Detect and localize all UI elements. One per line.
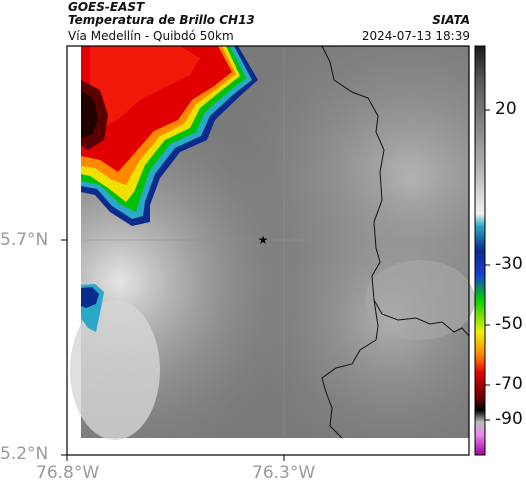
cold-cloud-top [81, 46, 258, 226]
lon-tick-label: 76.8°W [36, 463, 100, 483]
colorbar-tick-label: -50 [495, 314, 523, 334]
lat-tick-label: 5.2°N [0, 444, 49, 464]
colorbar-tick-label: 20 [495, 99, 517, 119]
colorbar-tick-label: -70 [495, 374, 523, 394]
colorbar [474, 45, 486, 456]
satellite-title: GOES-EAST [68, 0, 145, 14]
colorbar-tick-label: -30 [495, 254, 523, 274]
datetime-label: 2024-07-13 18:39 [361, 29, 470, 43]
boundary-line [321, 45, 470, 439]
star-icon[interactable]: ★ [258, 233, 269, 247]
lon-tick-label: 76.3°W [252, 463, 316, 483]
small-cold-cell [81, 284, 104, 332]
org-label: SIATA [432, 13, 470, 27]
colorbar-tick-label: -90 [495, 409, 523, 429]
product-title: Temperatura de Brillo CH13 [68, 13, 255, 27]
route-subtitle: Vía Medellín - Quibdó 50km [68, 29, 234, 43]
lat-tick-label: 5.7°N [0, 230, 49, 250]
